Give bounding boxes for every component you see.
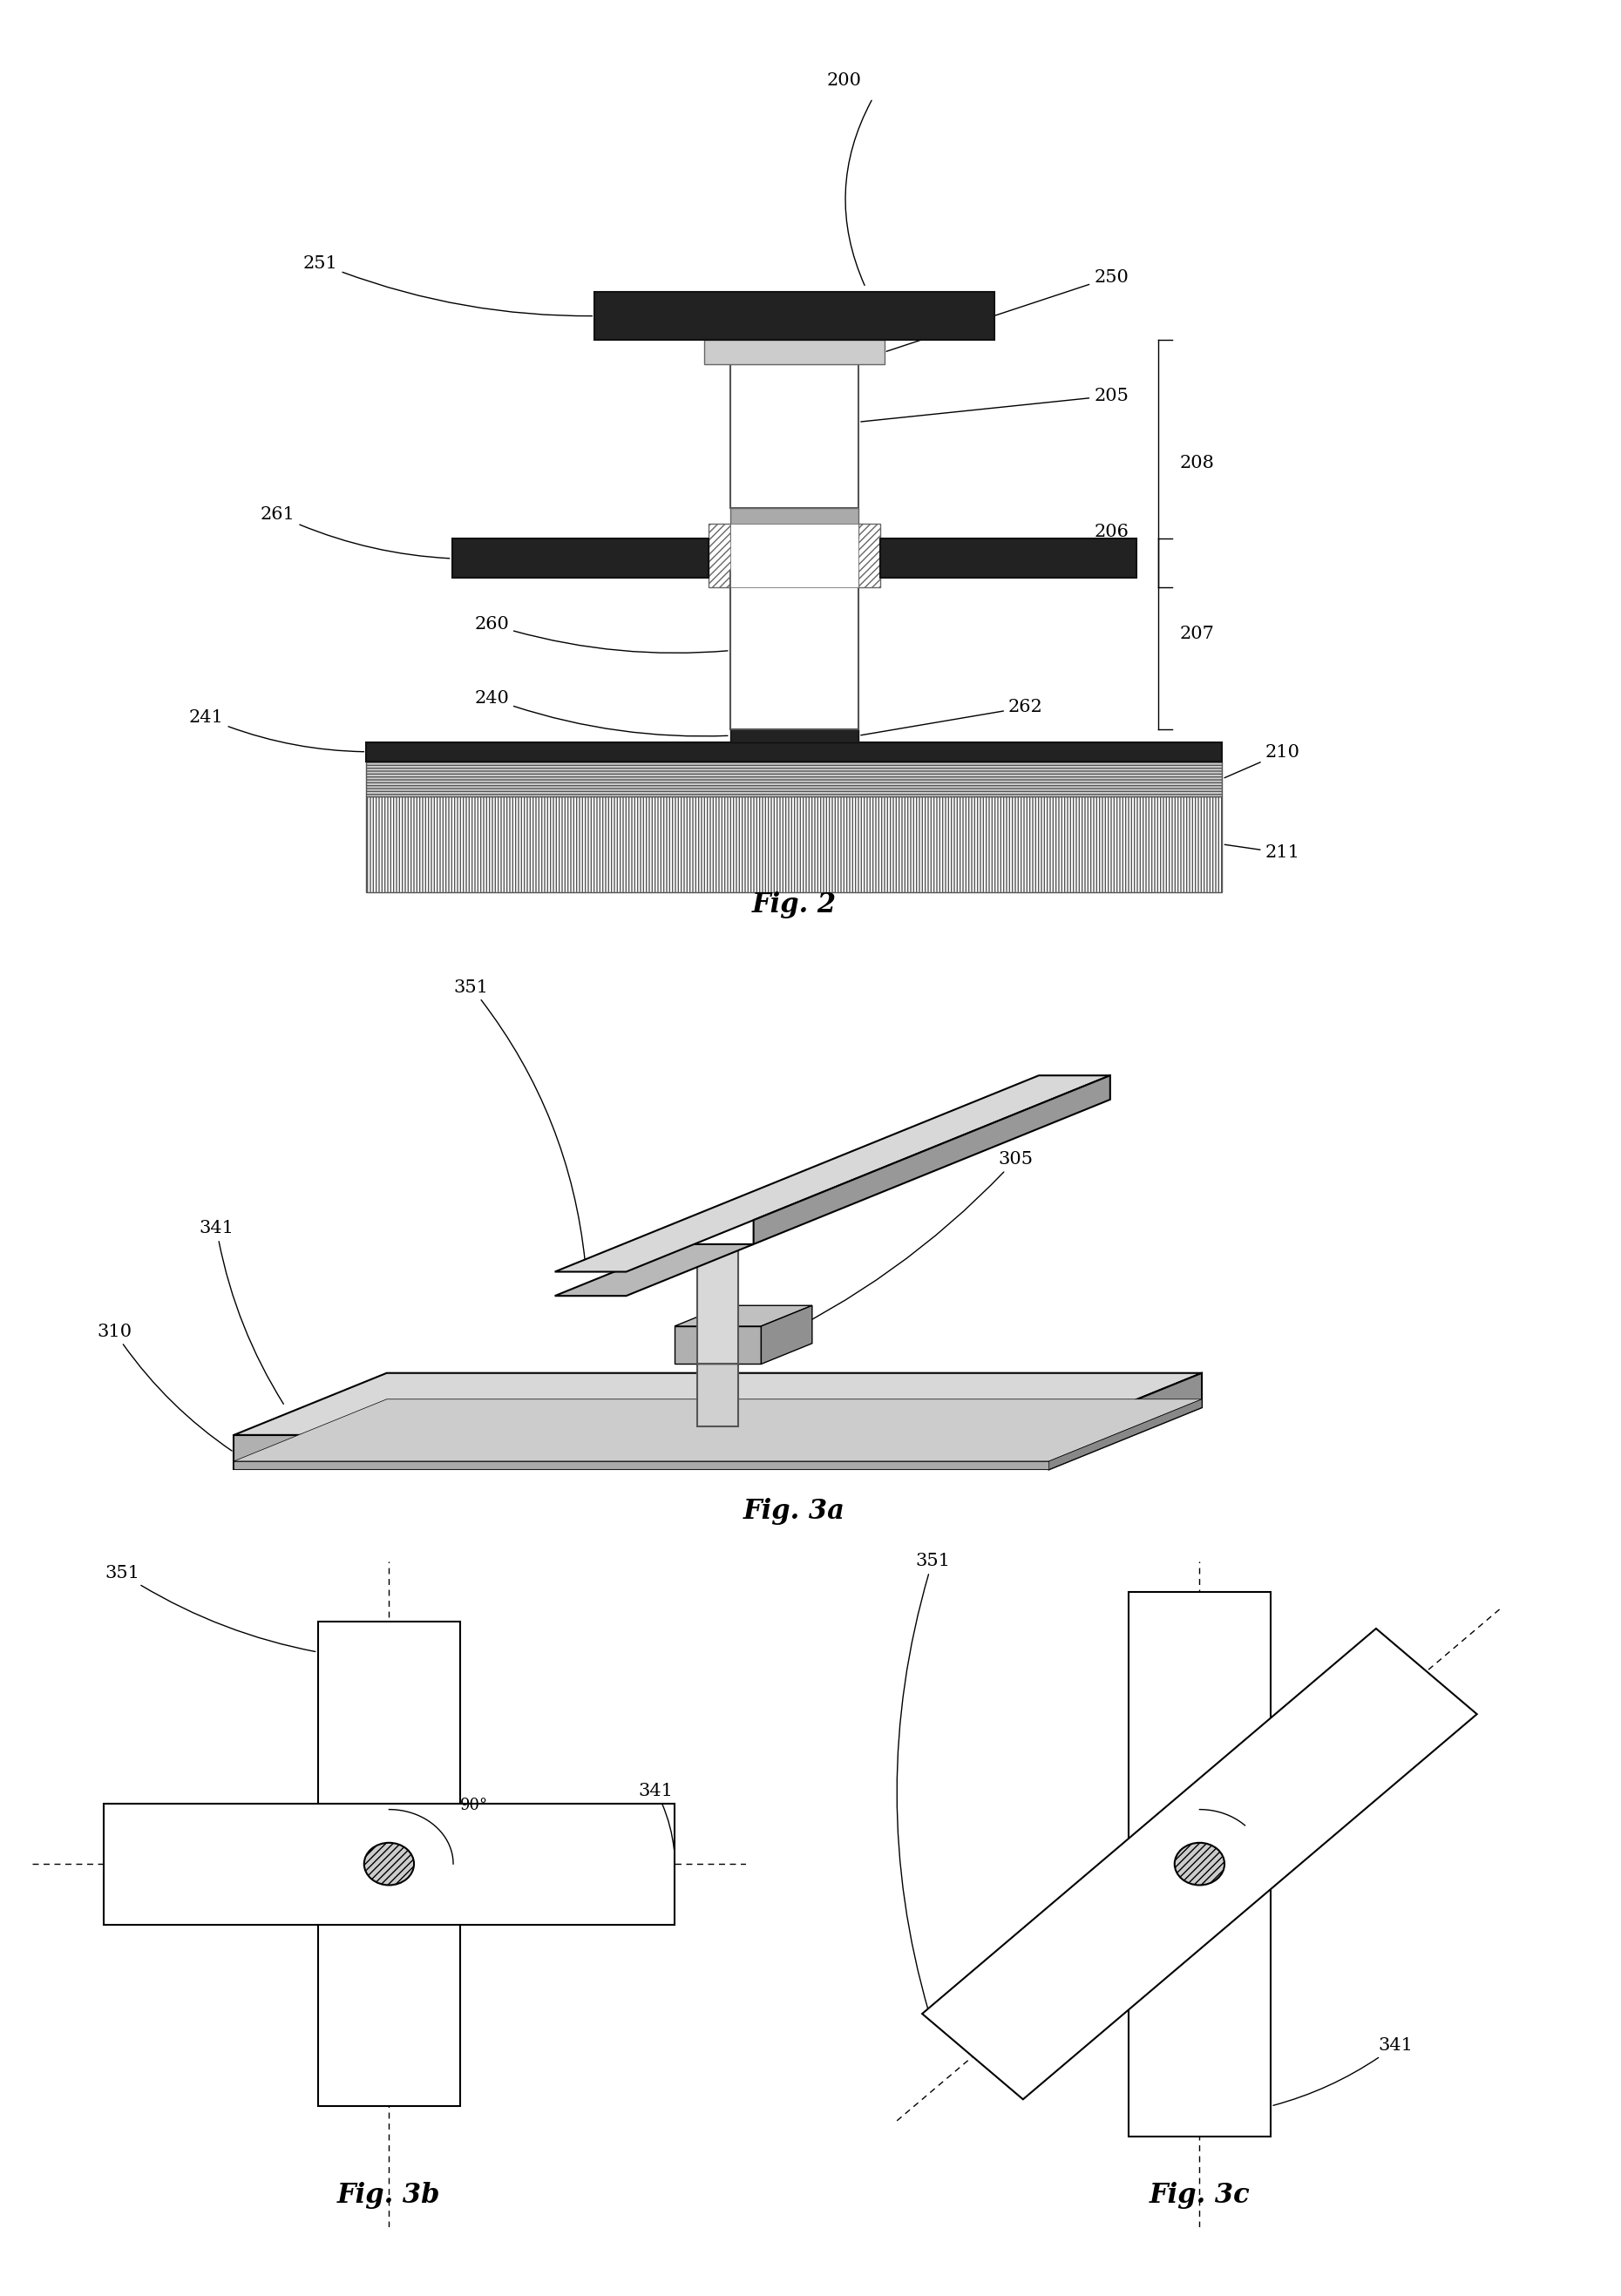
Text: 260: 260	[475, 615, 728, 652]
Text: 205: 205	[861, 388, 1128, 422]
Bar	[729, 365, 859, 507]
Text: 250: 250	[887, 269, 1128, 351]
Polygon shape	[922, 1628, 1477, 2099]
Bar	[729, 572, 859, 730]
Bar	[318, 1621, 460, 2105]
Bar	[729, 523, 859, 588]
Bar	[452, 540, 708, 579]
Polygon shape	[1049, 1398, 1201, 1469]
Text: 211: 211	[1224, 845, 1300, 861]
Text: 200: 200	[827, 71, 862, 90]
Circle shape	[1175, 1844, 1224, 1885]
Polygon shape	[233, 1398, 1201, 1460]
Bar	[104, 1802, 674, 1924]
Text: 90°: 90°	[460, 1798, 488, 1814]
Polygon shape	[762, 1306, 812, 1364]
Text: 341: 341	[639, 1784, 674, 1848]
Text: 251: 251	[303, 255, 592, 317]
Text: 351: 351	[104, 1566, 316, 1651]
Text: 341: 341	[199, 1219, 284, 1405]
Bar	[880, 540, 1136, 579]
Text: 310: 310	[97, 1322, 232, 1451]
Polygon shape	[233, 1460, 1049, 1469]
Bar	[366, 742, 1222, 762]
Polygon shape	[233, 1373, 1201, 1435]
Polygon shape	[233, 1435, 1049, 1469]
Bar	[366, 762, 1222, 797]
Text: Fig. 2: Fig. 2	[752, 891, 836, 918]
Polygon shape	[1049, 1373, 1201, 1469]
Text: 305: 305	[763, 1150, 1033, 1343]
Text: 45°: 45°	[1307, 1701, 1334, 1715]
Text: 206: 206	[1094, 523, 1135, 556]
Text: 351: 351	[454, 978, 585, 1263]
Bar	[366, 797, 1222, 893]
Polygon shape	[754, 1075, 1110, 1244]
Bar	[729, 507, 859, 540]
Text: Fig. 3c: Fig. 3c	[1149, 2181, 1250, 2209]
Bar	[595, 292, 994, 340]
Polygon shape	[674, 1306, 812, 1327]
Polygon shape	[674, 1327, 762, 1364]
Bar	[708, 523, 880, 588]
Bar	[697, 1247, 738, 1426]
Bar	[705, 340, 883, 365]
Text: Fig. 3b: Fig. 3b	[337, 2181, 441, 2209]
Bar	[729, 572, 859, 730]
Text: 241: 241	[190, 709, 365, 751]
Text: 240: 240	[475, 691, 728, 737]
Text: 351: 351	[896, 1552, 950, 2011]
Text: 270: 270	[882, 540, 1128, 556]
Bar	[697, 1247, 738, 1364]
Text: 341: 341	[1272, 2037, 1414, 2105]
Text: 208: 208	[1180, 455, 1214, 471]
Bar	[729, 730, 859, 742]
Text: Fig. 3a: Fig. 3a	[744, 1497, 845, 1525]
Text: 210: 210	[1224, 744, 1300, 778]
Polygon shape	[554, 1075, 1110, 1272]
Bar	[1128, 1591, 1271, 2135]
Text: 207: 207	[1180, 627, 1214, 643]
Text: 262: 262	[861, 698, 1042, 735]
Circle shape	[365, 1844, 413, 1885]
Polygon shape	[554, 1244, 754, 1295]
Text: 261: 261	[261, 507, 449, 558]
